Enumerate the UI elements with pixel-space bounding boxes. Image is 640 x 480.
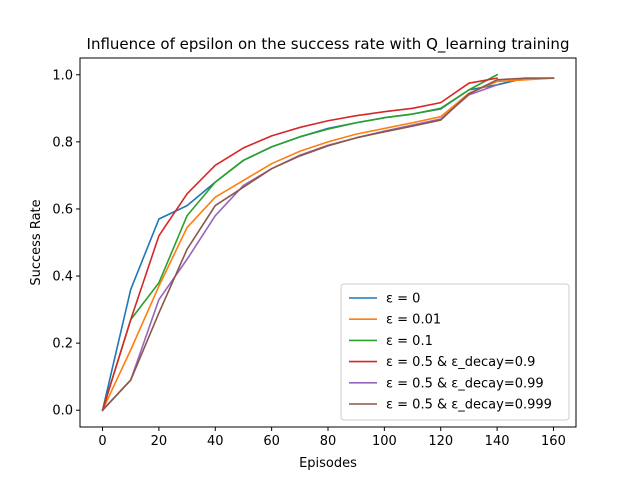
y-tick-label: 1.0 — [52, 68, 73, 83]
legend-label-6: ε = 0.5 & ε_decay=0.999 — [386, 398, 552, 413]
y-tick-label: 0.4 — [52, 270, 73, 285]
x-tick-label: 120 — [428, 434, 453, 449]
x-tick-label: 100 — [372, 434, 397, 449]
legend-label-5: ε = 0.5 & ε_decay=0.99 — [386, 376, 544, 391]
x-tick-label: 40 — [207, 434, 224, 449]
y-tick-label: 0.6 — [52, 202, 73, 217]
legend-label-4: ε = 0.5 & ε_decay=0.9 — [386, 355, 535, 370]
y-tick-label: 0.8 — [52, 135, 73, 150]
x-tick-label: 140 — [485, 434, 510, 449]
legend: ε = 0 ε = 0.01 ε = 0.1 ε = 0.5 & ε_decay=0.… — [340, 283, 570, 421]
y-tick-label: 0.2 — [52, 337, 73, 352]
y-axis-ticks: 0.0 0.2 0.4 0.6 0.8 1.0 — [52, 68, 80, 419]
x-tick-label: 60 — [263, 434, 280, 449]
plot-lines — [101, 73, 555, 412]
x-axis-ticks: 0 20 40 60 80 100 120 140 160 — [98, 427, 566, 449]
x-tick-label: 0 — [98, 434, 106, 449]
legend-label-1: ε = 0 — [386, 292, 420, 307]
y-tick-label: 0.0 — [52, 404, 73, 419]
x-tick-label: 80 — [320, 434, 337, 449]
y-axis-label: Success Rate — [29, 199, 44, 285]
series-line-3 — [101, 73, 499, 412]
chart-title: Influence of epsilon on the success rate… — [87, 35, 570, 54]
series-line-4 — [101, 77, 499, 412]
x-axis-label: Episodes — [299, 456, 357, 471]
legend-label-3: ε = 0.1 — [386, 334, 433, 349]
legend-box — [340, 283, 570, 421]
series-line-6 — [101, 77, 555, 412]
legend-label-2: ε = 0.01 — [386, 313, 441, 328]
x-tick-label: 160 — [541, 434, 566, 449]
x-tick-label: 20 — [151, 434, 168, 449]
